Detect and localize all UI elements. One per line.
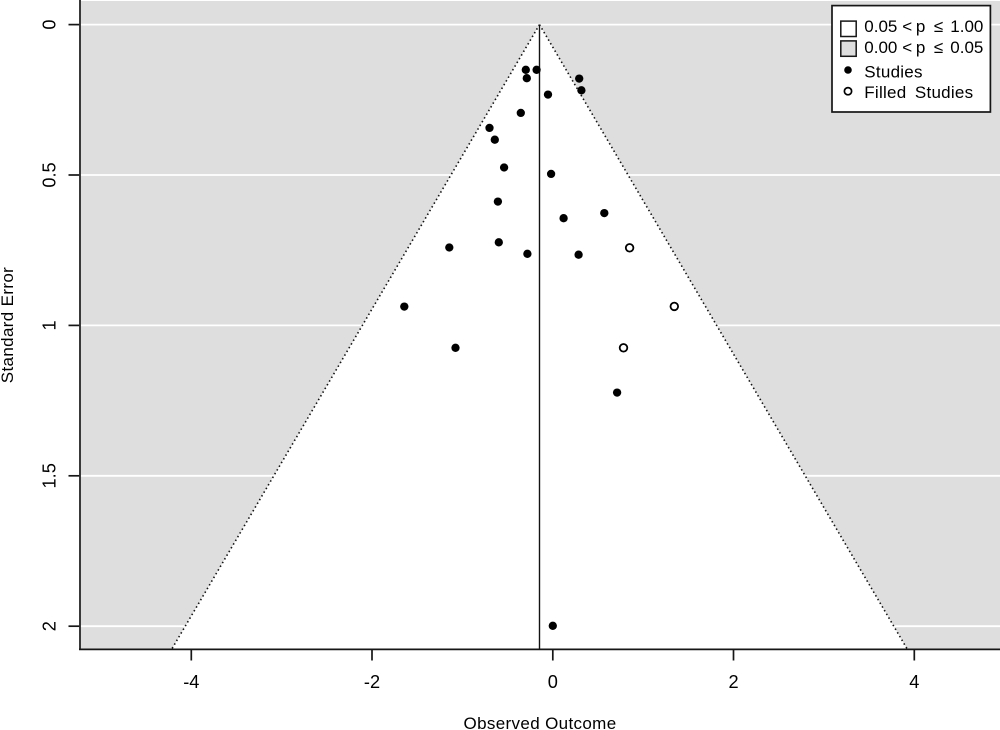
svg-text:-2: -2: [364, 672, 380, 692]
svg-text:Standard Error: Standard Error: [0, 267, 17, 383]
svg-text:2: 2: [728, 672, 738, 692]
svg-text:0: 0: [548, 672, 558, 692]
svg-text:2: 2: [39, 621, 59, 631]
svg-text:0.05<p≤1.00: 0.05 < p ≤1.00: [864, 17, 983, 36]
svg-text:1: 1: [39, 320, 59, 330]
svg-text:1.5: 1.5: [39, 463, 59, 488]
svg-text:0.00<p≤0.05: 0.00 < p ≤0.05: [864, 38, 983, 57]
svg-text:0: 0: [39, 20, 59, 30]
svg-text:Observed Outcome: Observed Outcome: [464, 714, 617, 730]
svg-text:0.5: 0.5: [39, 162, 59, 187]
svg-text:Studies: Studies: [864, 63, 922, 82]
svg-text:-4: -4: [183, 672, 199, 692]
svg-text:4: 4: [909, 672, 919, 692]
